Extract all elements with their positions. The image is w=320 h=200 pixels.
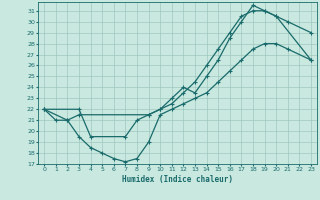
X-axis label: Humidex (Indice chaleur): Humidex (Indice chaleur) [122, 175, 233, 184]
